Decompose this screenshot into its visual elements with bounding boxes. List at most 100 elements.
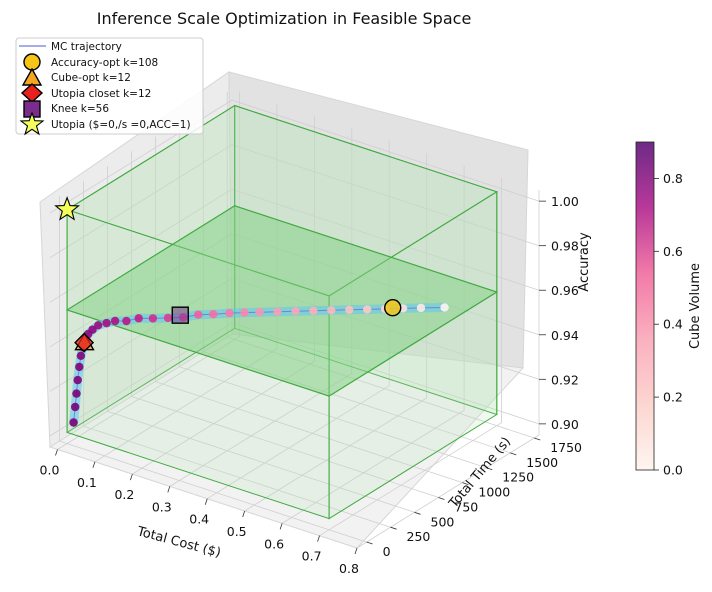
trajectory-point [327,306,336,315]
y-tick-mark [438,497,445,500]
x-tick-label: 0.0 [40,463,60,478]
trajectory-point [102,318,111,328]
z-tick-label: 0.96 [551,283,579,298]
y-tick-label: 250 [407,529,431,544]
floor-pane [48,333,525,549]
legend-box [15,37,204,135]
z-tick-label: 0.92 [551,372,579,387]
y-tick-label: 500 [431,514,455,529]
trajectory-point [76,351,86,360]
trajectory-point [72,389,81,398]
z-axis-label: Accuracy [577,232,592,292]
trajectory-point [110,316,120,326]
x-tick-label: 0.6 [264,536,284,551]
y-tick-mark [414,511,421,515]
trajectory-point [71,402,80,412]
trajectory-point [73,375,82,385]
x-tick-label: 0.3 [152,499,172,514]
chart-title: Inference Scale Optimization in Feasible… [97,9,472,28]
utopia-closest-marker [74,332,95,353]
y-tick-mark [462,482,469,485]
colorbar-gradient [635,141,655,471]
x-tick-mark [167,486,171,493]
feasible-box [65,104,499,520]
y-tick-label: 750 [454,499,478,514]
x-tick-label: 0.4 [189,512,209,527]
colorbar-tick-label: 0.4 [663,317,683,332]
x-tick-label: 0.8 [339,561,359,576]
colorbar-label: Cube Volume [688,263,703,349]
trajectory-point [88,325,97,334]
trajectory-point [255,308,264,317]
x-tick-mark [317,535,320,542]
trajectory-point [122,316,131,326]
y-tick-mark [534,437,541,441]
x-tick-label: 0.1 [77,475,97,490]
accuracy-opt-marker [384,299,402,317]
colorbar-tick-label: 0.8 [663,171,683,186]
z-grid-line [49,144,540,259]
colorbar-tick-label: 0.6 [663,244,683,259]
legend-label-utopia: Utopia ($=0,/s =0,ACC=1) [51,119,191,131]
y-tick-label: 0 [383,544,391,559]
y-grid-line [107,166,415,513]
trajectory-point [225,308,234,318]
legend-label-cube: Cube-opt k=12 [51,72,131,84]
colorbar-ticks: 0.0 0.2 0.4 0.6 0.8 [654,171,683,478]
y-tick-mark [510,452,517,456]
y-grid-line [130,151,439,498]
x-grid-line [356,190,540,549]
trajectory-point [209,310,218,319]
y-tick-label: 1000 [478,485,510,500]
colorbar-tick-label: 0.0 [663,463,683,478]
legend-label-mc: MC trajectory [51,41,122,53]
x-tick-labels: 0.0 0.1 0.2 0.3 0.4 0.5 0.6 0.7 0.8 [40,449,359,576]
trajectory-point [363,305,372,314]
trajectory-point [240,308,249,317]
legend: MC trajectory Accuracy-opt k=108 Cube-op… [15,37,204,136]
x-tick-label: 0.5 [227,524,247,539]
x-grid-line [244,153,428,512]
z-grid-line [49,99,540,214]
box-floor [65,205,499,397]
z-tick-label: 0.98 [551,239,579,254]
trajectory-point [273,307,282,316]
trajectory-point [134,314,143,323]
legend-label-knee: Knee k=56 [51,103,109,115]
y-tick-label: 1250 [502,470,534,485]
trajectory-point [309,306,318,315]
x-grid-line [206,140,390,500]
x-grid-line [281,165,465,524]
colorbar: 0.0 0.2 0.4 0.6 0.8 Cube Volume [635,141,703,478]
knee-marker [171,306,189,324]
y-tick-label: 1500 [526,455,558,470]
optimum-markers [54,196,402,353]
x-tick-mark [92,461,96,468]
legend-label-utopia-closest: Utopia closet k=12 [51,88,151,100]
y-tick-mark [486,467,493,471]
trajectory-point [345,305,354,314]
trajectory-point [440,303,449,312]
x-tick-mark [242,510,246,518]
z-tick-label: 1.00 [551,194,579,209]
x-tick-mark [129,473,133,481]
x-tick-mark [279,523,283,530]
y-grid-line [83,181,391,528]
trajectory-point [416,303,426,313]
trajectory-point [163,313,173,323]
utopia-marker [54,196,80,221]
y-grid-line [178,121,487,469]
z-grid-line [49,188,540,303]
z-tick-label: 0.90 [551,417,579,432]
y-tick-label: 1750 [550,440,582,455]
trajectory-point [75,362,84,372]
z-tick-label: 0.94 [551,328,579,343]
x-tick-label: 0.7 [302,549,322,564]
trajectory-point [148,314,158,323]
x-tick-label: 0.2 [114,487,134,502]
legend-label-accuracy: Accuracy-opt k=108 [51,57,158,69]
colorbar-tick-label: 0.2 [663,390,683,405]
x-axis-label: Total Cost ($) [134,524,222,561]
